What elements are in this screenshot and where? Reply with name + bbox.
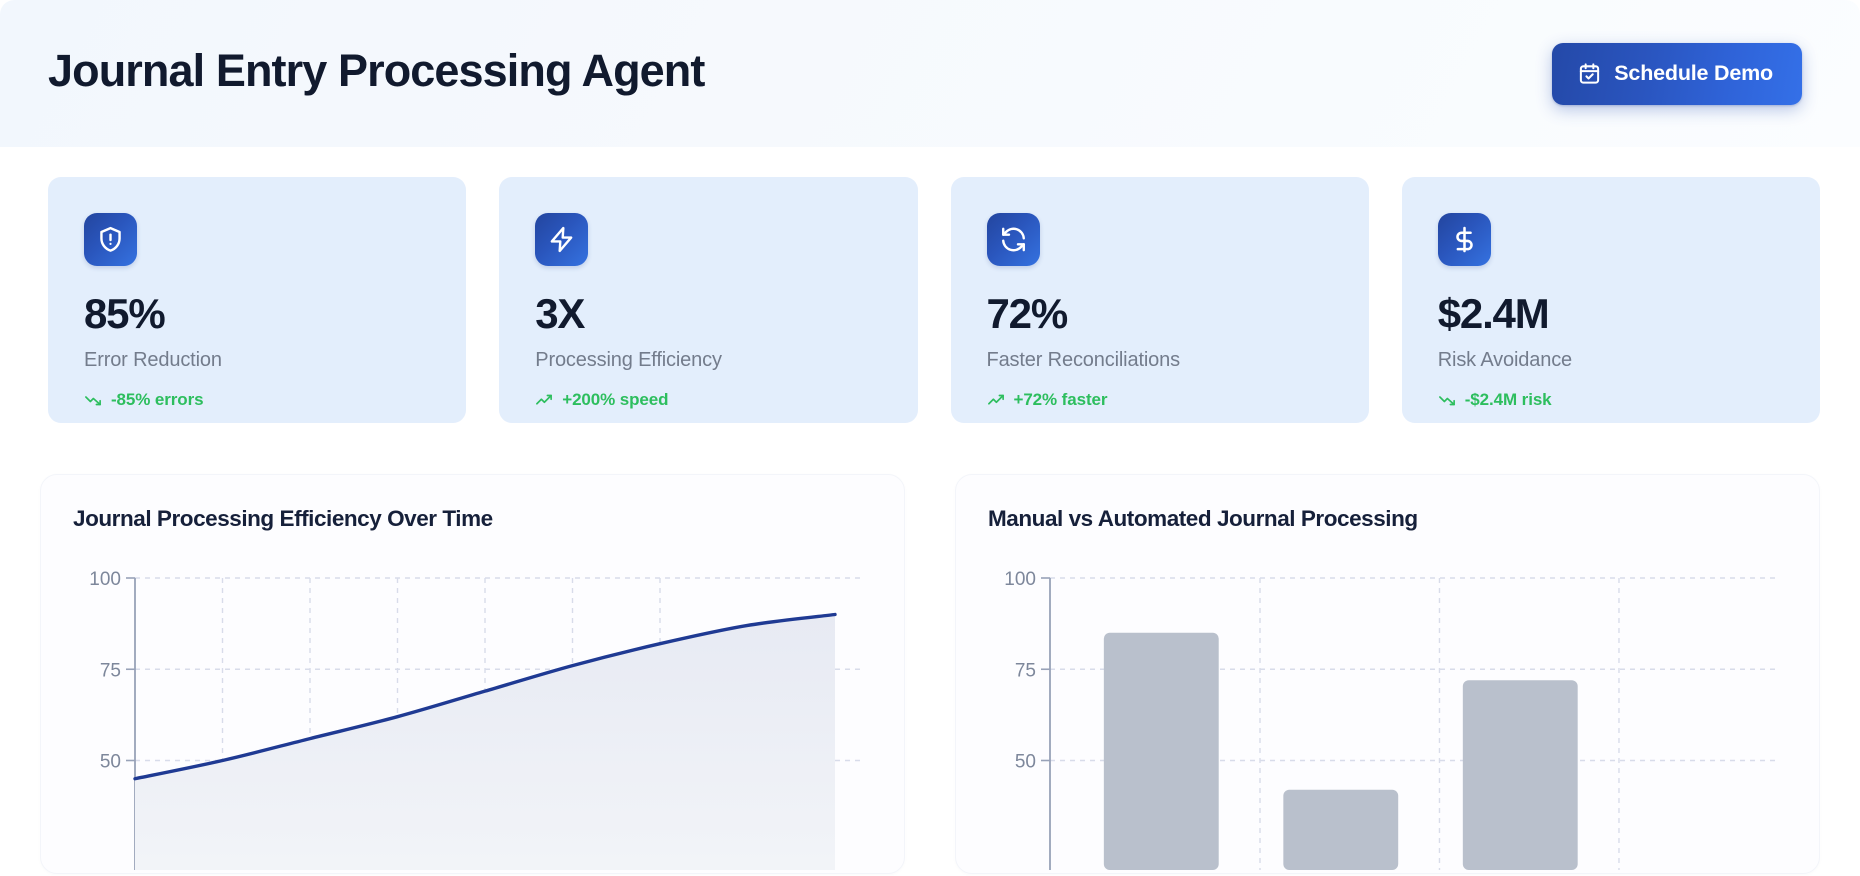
stat-value: $2.4M	[1437, 290, 1550, 337]
stat-delta-label: +72% faster	[1013, 390, 1108, 409]
stat-label: Risk Avoidance	[1437, 349, 1573, 371]
stat-delta-label: -$2.4M risk	[1464, 390, 1552, 409]
shield-alert-icon	[84, 213, 137, 266]
area-chart: 50 75 100	[73, 560, 870, 870]
page-header: Journal Entry Processing Agent Schedule …	[0, 0, 1860, 147]
refresh-cw-icon	[986, 213, 1040, 266]
svg-text:75: 75	[100, 660, 121, 681]
chart-card-manual-vs-automated: Manual vs Automated Journal Processing 5…	[955, 474, 1820, 874]
trending-down-icon	[84, 391, 102, 409]
bar-chart: 50 75 100	[988, 560, 1785, 870]
calendar-check-icon	[1578, 62, 1601, 85]
stat-value: 85%	[84, 290, 166, 337]
stat-label: Faster Reconciliations	[986, 349, 1181, 371]
svg-text:100: 100	[89, 569, 121, 590]
chart-title: Journal Processing Efficiency Over Time	[73, 506, 493, 531]
page-title: Journal Entry Processing Agent	[48, 44, 705, 96]
svg-text:50: 50	[100, 752, 121, 773]
stat-delta: +200% speed	[535, 390, 917, 410]
stat-delta-label: +200% speed	[562, 390, 669, 409]
stat-card-faster-reconciliations: 72% Faster Reconciliations +72% faster	[950, 177, 1369, 423]
charts-row: Journal Processing Efficiency Over Time …	[0, 423, 1860, 874]
stat-label: Processing Efficiency	[535, 349, 722, 371]
stat-delta-label: -85% errors	[111, 390, 204, 409]
schedule-demo-button[interactable]: Schedule Demo	[1552, 42, 1802, 105]
svg-text:75: 75	[1015, 660, 1036, 681]
stat-label: Error Reduction	[84, 349, 222, 371]
stat-value: 3X	[535, 290, 585, 337]
svg-text:100: 100	[1004, 569, 1036, 590]
schedule-demo-label: Schedule Demo	[1614, 61, 1773, 85]
chart-title: Manual vs Automated Journal Processing	[988, 506, 1418, 531]
stat-delta: -85% errors	[84, 390, 466, 410]
dollar-sign-icon	[1437, 213, 1491, 266]
chart-card-efficiency-over-time: Journal Processing Efficiency Over Time …	[40, 474, 905, 874]
trending-down-icon	[1438, 391, 1456, 409]
stat-card-error-reduction: 85% Error Reduction -85% errors	[48, 177, 467, 423]
stat-cards-row: 85% Error Reduction -85% errors 3X Proce	[0, 147, 1860, 423]
trending-up-icon	[535, 391, 553, 409]
zap-icon	[535, 213, 589, 266]
stat-delta: +72% faster	[987, 390, 1369, 410]
trending-up-icon	[987, 391, 1005, 409]
stat-delta: -$2.4M risk	[1438, 390, 1820, 410]
stat-value: 72%	[986, 290, 1069, 337]
svg-text:50: 50	[1015, 752, 1036, 773]
stat-card-processing-efficiency: 3X Processing Efficiency +200% speed	[499, 177, 918, 423]
stat-card-risk-avoidance: $2.4M Risk Avoidance -$2.4M risk	[1401, 177, 1820, 423]
